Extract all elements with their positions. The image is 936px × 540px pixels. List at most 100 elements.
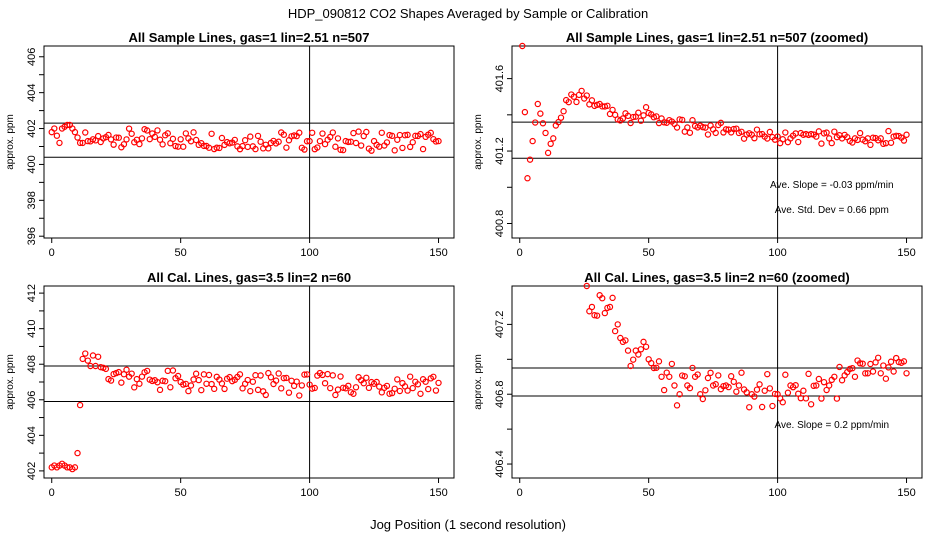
data-point (699, 123, 707, 131)
y-tick-label: 400 (26, 155, 38, 173)
data-point (74, 134, 81, 141)
x-tick-label: 50 (643, 487, 655, 499)
data-point (244, 376, 251, 384)
data-point (308, 129, 316, 136)
data-point (138, 135, 146, 142)
data-point (290, 132, 298, 139)
data-point (432, 387, 440, 394)
data-point (275, 138, 282, 145)
data-point (432, 138, 440, 145)
data-point (642, 104, 650, 111)
data-point (257, 372, 264, 379)
data-point (51, 125, 58, 132)
data-point (94, 353, 102, 360)
data-point (738, 369, 745, 376)
data-point (378, 129, 385, 136)
x-tick-label: 150 (897, 487, 915, 499)
chart-annotation: Ave. Slope = 0.2 ppm/min (774, 420, 889, 431)
data-point (102, 365, 110, 373)
data-point (813, 133, 820, 140)
chart-sample-lines-zoomed: All Sample Lines, gas=1 lin=2.51 n=507 (… (473, 30, 923, 259)
data-point (360, 380, 367, 387)
data-point (169, 135, 177, 143)
data-point (254, 132, 262, 140)
data-point (805, 370, 812, 378)
data-point (771, 390, 779, 398)
data-point (352, 139, 360, 147)
data-point (838, 377, 846, 384)
data-point (198, 386, 205, 394)
data-point (409, 139, 416, 146)
data-point (329, 372, 337, 379)
data-point (642, 343, 650, 350)
y-tick-label: 410 (26, 319, 38, 337)
data-point (404, 387, 411, 394)
y-tick-label: 398 (26, 191, 38, 209)
data-point (885, 127, 892, 135)
data-point (629, 113, 637, 121)
data-point (324, 370, 331, 378)
data-point (128, 130, 135, 137)
data-point (627, 119, 634, 127)
data-point (394, 376, 401, 383)
data-point (376, 383, 383, 390)
data-point (521, 108, 529, 116)
data-point (526, 156, 534, 163)
data-point (823, 386, 830, 394)
data-point (877, 370, 884, 377)
figure-xlabel: Jog Position (1 second resolution) (370, 517, 566, 532)
data-point (71, 128, 79, 136)
data-point (64, 121, 71, 129)
data-point (120, 141, 128, 148)
data-point (365, 384, 373, 392)
data-point (614, 321, 621, 328)
data-point (125, 125, 133, 132)
data-point (730, 125, 737, 133)
data-point (136, 140, 143, 148)
chart-cal-lines: All Cal. Lines, gas=3.5 lin=2 n=60 0 50 100… (5, 270, 455, 499)
data-point (311, 384, 318, 392)
y-axis-label: approx. ppm (5, 114, 16, 170)
data-point (314, 144, 321, 151)
y-axis-label: approx. ppm (5, 354, 16, 410)
data-point (758, 403, 766, 411)
data-point (766, 128, 774, 136)
data-point (766, 385, 774, 392)
data-point (565, 98, 572, 106)
data-point (712, 129, 719, 137)
data-point (733, 388, 740, 395)
data-point (547, 140, 554, 148)
data-point (900, 358, 908, 365)
x-tick-label: 0 (49, 247, 55, 259)
data-point (658, 373, 665, 380)
data-point (327, 384, 334, 392)
data-point (573, 98, 580, 106)
data-point (301, 146, 308, 153)
y-tick-label: 404 (26, 83, 38, 101)
data-point (611, 327, 619, 335)
data-point (524, 175, 531, 182)
data-point (399, 144, 406, 152)
data-point (89, 352, 97, 359)
data-point (180, 143, 187, 150)
data-point (779, 136, 786, 143)
data-point (867, 360, 874, 368)
data-point (712, 381, 719, 388)
y-axis-label: approx. ppm (473, 114, 484, 170)
data-point (782, 129, 789, 136)
x-tick-label: 50 (175, 487, 187, 499)
y-tick-label: 407.2 (494, 311, 506, 339)
data-point (756, 381, 763, 388)
data-point (611, 111, 619, 119)
data-point (159, 141, 166, 148)
data-point (668, 360, 676, 368)
figure-title: HDP_090812 CO2 Shapes Averaged by Sample… (287, 6, 649, 21)
data-point (795, 138, 802, 146)
data-point (544, 149, 552, 157)
data-point (869, 368, 877, 375)
y-tick-label: 406.4 (494, 450, 506, 478)
data-point (825, 382, 833, 389)
y-axis-label: approx. ppm (473, 354, 484, 410)
data-point (702, 124, 709, 131)
data-point (578, 87, 585, 95)
